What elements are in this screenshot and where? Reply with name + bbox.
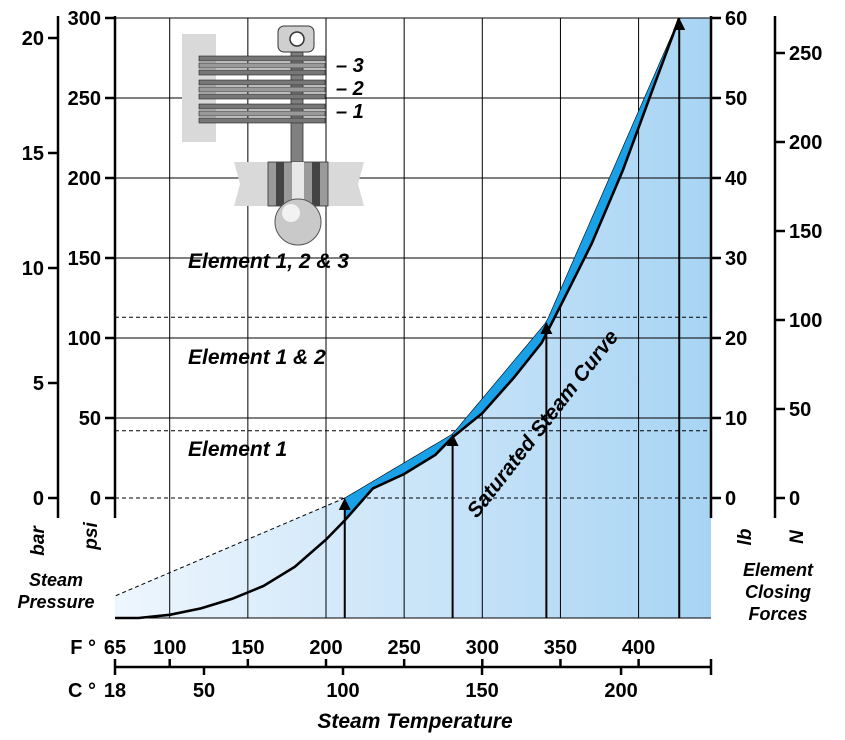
closing-force-band: [344, 17, 680, 522]
newton-tick-label-200: 200: [789, 132, 822, 154]
lb-tick-label-60: 60: [725, 8, 747, 30]
lb-tick-label-20: 20: [725, 328, 747, 350]
zone-label-element-1: Element 1: [188, 438, 287, 461]
saturated-steam-curve: [115, 17, 681, 620]
newton-tick-label-100: 100: [789, 310, 822, 332]
fahrenheit-tick-label-350: 350: [544, 637, 577, 659]
threshold-dashes: [115, 17, 711, 499]
celsius-tick-label-18: 18: [104, 680, 126, 702]
fahrenheit-tick-label-100: 100: [153, 637, 186, 659]
newton-tick-label-250: 250: [789, 43, 822, 65]
bar-tick-label-20: 20: [22, 28, 44, 50]
psi-tick-label-250: 250: [68, 88, 101, 110]
closing-forces-label: Element Closing Forces: [743, 560, 814, 624]
fahrenheit-tick-label-65: 65: [104, 637, 126, 659]
newton-tick-label-150: 150: [789, 221, 822, 243]
diagram-stack-3: [198, 55, 326, 76]
psi-tick-label-0: 0: [90, 488, 101, 510]
diagram-seat-left: [234, 162, 268, 206]
fahrenheit-unit-label: F °: [70, 637, 96, 659]
lb-tick-label-40: 40: [725, 168, 747, 190]
psi-tick-label-50: 50: [79, 408, 101, 430]
zone-label-element-1-2-3: Element 1, 2 & 3: [188, 250, 349, 273]
bar-tick-label-0: 0: [33, 488, 44, 510]
bar-unit-label: bar: [28, 525, 49, 556]
grid: [115, 17, 711, 618]
bar-tick-label-15: 15: [22, 143, 44, 165]
celsius-unit-label: C °: [68, 680, 96, 702]
fahrenheit-tick-label-200: 200: [309, 637, 342, 659]
lb-unit-label: lb: [735, 528, 756, 545]
psi-tick-label-100: 100: [68, 328, 101, 350]
newton-tick-label-0: 0: [789, 488, 800, 510]
element-diagram: – 3 – 2 – 1: [182, 25, 364, 246]
diagram-label-2: – 2: [336, 78, 364, 100]
under-curve-fill: [115, 18, 711, 618]
diagram-label-3: – 3: [336, 55, 364, 77]
celsius-tick-label-50: 50: [193, 680, 215, 702]
celsius-tick-label-100: 100: [326, 680, 359, 702]
x-axis-title: Steam Temperature: [317, 710, 513, 733]
arrows: [338, 18, 686, 618]
arrow-head-3: [673, 18, 686, 30]
fahrenheit-tick-label-250: 250: [387, 637, 420, 659]
fahrenheit-tick-label-400: 400: [622, 637, 655, 659]
celsius-tick-label-200: 200: [604, 680, 637, 702]
bar-tick-label-5: 5: [33, 373, 44, 395]
diagram-stack-1: [198, 103, 326, 124]
axes: 0510152005010015020025030001020304050600…: [22, 8, 823, 702]
lb-tick-label-0: 0: [725, 488, 736, 510]
celsius-tick-label-150: 150: [465, 680, 498, 702]
diagram-seat-right: [328, 162, 364, 206]
fahrenheit-tick-label-300: 300: [466, 637, 499, 659]
arrow-head-2: [540, 322, 553, 334]
psi-unit-label: psi: [81, 522, 102, 551]
lb-tick-label-30: 30: [725, 248, 747, 270]
fahrenheit-tick-label-150: 150: [231, 637, 264, 659]
psi-tick-label-300: 300: [68, 8, 101, 30]
diagram-valve-ball: [274, 198, 322, 246]
newton-tick-label-50: 50: [789, 399, 811, 421]
arrow-head-1: [446, 434, 459, 446]
diagram-pin-circle: [289, 31, 305, 47]
psi-tick-label-150: 150: [68, 248, 101, 270]
diagram-stack-2: [198, 79, 326, 100]
lb-tick-label-10: 10: [725, 408, 747, 430]
psi-tick-label-200: 200: [68, 168, 101, 190]
diagram-label-1: – 1: [336, 101, 364, 123]
lb-tick-label-50: 50: [725, 88, 747, 110]
steam-pressure-label: Steam Pressure: [17, 570, 94, 612]
arrow-head-0: [338, 498, 351, 510]
zone-label-element-1-2: Element 1 & 2: [188, 346, 326, 369]
bar-tick-label-10: 10: [22, 258, 44, 280]
newton-unit-label: N: [787, 529, 808, 544]
